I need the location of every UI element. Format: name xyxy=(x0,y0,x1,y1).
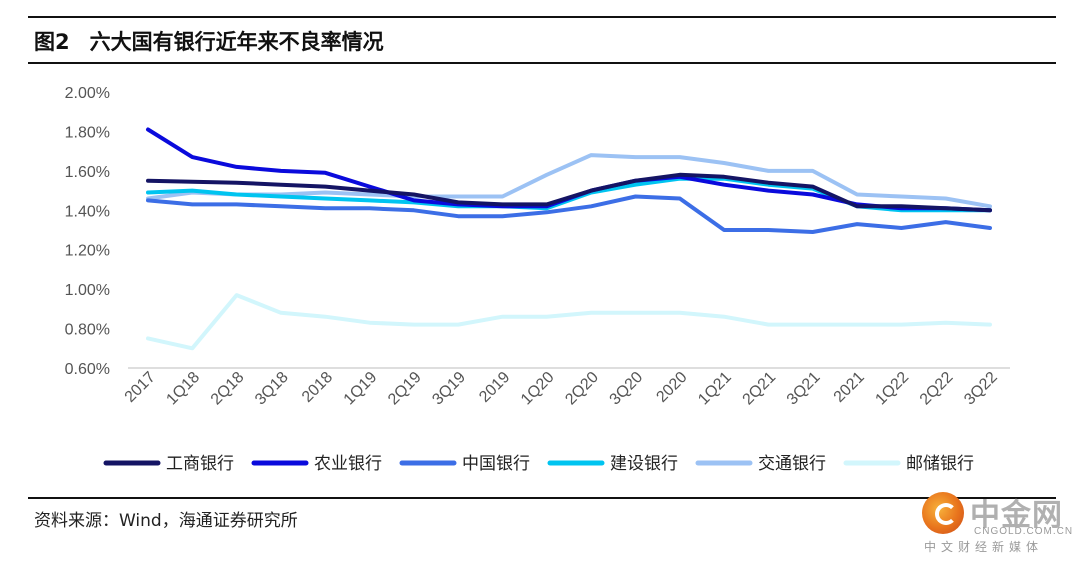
legend-label: 交通银行 xyxy=(758,454,826,474)
x-tick-label: 3Q20 xyxy=(607,369,647,409)
y-tick-label: 1.00% xyxy=(65,282,110,299)
figure-title: 图2 六大国有银行近年来不良率情况 xyxy=(34,24,384,58)
x-tick-label: 2Q19 xyxy=(385,369,425,409)
x-tick-label: 3Q21 xyxy=(784,369,824,409)
watermark-tagline: 中文财经新媒体 xyxy=(924,540,1044,554)
x-tick-label: 2017 xyxy=(122,369,159,406)
x-tick-label: 2Q18 xyxy=(208,369,248,409)
title-rule xyxy=(28,62,1056,64)
x-tick-label: 2019 xyxy=(476,369,513,406)
x-tick-label: 2020 xyxy=(653,369,690,406)
source-note: 资料来源：Wind，海通证券研究所 xyxy=(34,511,298,531)
y-axis: 0.60% 0.80% 1.00% 1.20% 1.40% 1.60% 1.80% 2.00% xyxy=(65,85,110,378)
legend-label: 农业银行 xyxy=(314,454,382,474)
watermark-name: 中金网 xyxy=(970,498,1063,533)
x-tick-label: 2021 xyxy=(831,369,868,406)
watermark: 中金网 CNGOLD.COM.CN 中文财经新媒体 xyxy=(918,486,1072,556)
y-tick-label: 0.60% xyxy=(65,361,110,378)
x-tick-label: 1Q20 xyxy=(518,369,558,409)
y-tick-label: 2.00% xyxy=(65,85,110,102)
x-tick-label: 3Q22 xyxy=(961,369,1001,409)
legend-label: 中国银行 xyxy=(462,454,530,474)
x-axis: 2017 1Q18 2Q18 3Q18 2018 1Q19 2Q19 3Q19 2019 1Q20… xyxy=(122,369,1001,409)
x-tick-label: 2Q20 xyxy=(562,369,602,409)
npl-line-chart: 0.60% 0.80% 1.00% 1.20% 1.40% 1.60% 1.80% 2.00%… xyxy=(65,85,1010,474)
legend-label: 工商银行 xyxy=(166,454,234,474)
x-tick-label: 1Q21 xyxy=(695,369,735,409)
series-line xyxy=(146,293,992,351)
x-tick-label: 1Q18 xyxy=(163,369,203,409)
legend-label: 邮储银行 xyxy=(906,454,974,474)
series-line xyxy=(146,172,992,213)
figure-title-text: 六大国有银行近年来不良率情况 xyxy=(89,30,384,54)
x-tick-label: 3Q19 xyxy=(429,369,469,409)
watermark-logo-icon xyxy=(922,492,964,534)
watermark-domain: CNGOLD.COM.CN xyxy=(974,526,1074,537)
series-line xyxy=(146,194,992,234)
top-rule xyxy=(28,16,1056,18)
y-tick-label: 0.80% xyxy=(65,322,110,339)
y-tick-label: 1.80% xyxy=(65,124,110,141)
bottom-rule xyxy=(28,497,1056,499)
figure-number: 图2 xyxy=(34,30,70,54)
y-tick-label: 1.60% xyxy=(65,164,110,181)
y-tick-label: 1.20% xyxy=(65,243,110,260)
series-line xyxy=(146,153,992,209)
legend-label: 建设银行 xyxy=(610,454,678,474)
x-tick-label: 1Q22 xyxy=(872,369,912,409)
x-tick-label: 2018 xyxy=(299,369,336,406)
series-lines xyxy=(146,127,992,351)
x-tick-label: 3Q18 xyxy=(252,369,292,409)
x-tick-label: 2Q22 xyxy=(917,369,957,409)
x-tick-label: 2Q21 xyxy=(740,369,780,409)
legend: 工商银行 农业银行 中国银行 建设银行 交通银行 邮储银行 xyxy=(103,454,974,474)
x-tick-label: 1Q19 xyxy=(341,369,381,409)
y-tick-label: 1.40% xyxy=(65,203,110,220)
